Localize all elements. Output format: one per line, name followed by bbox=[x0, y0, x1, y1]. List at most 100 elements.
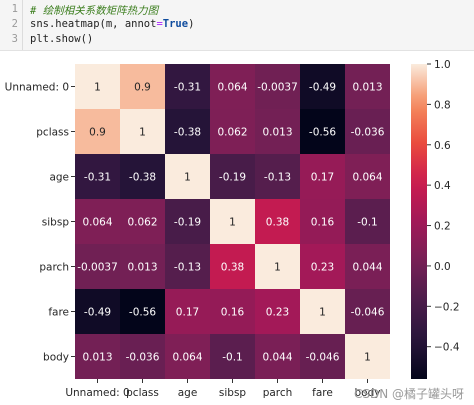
cell-annotation: -0.49 bbox=[309, 82, 336, 94]
heatmap-cell bbox=[255, 289, 300, 334]
colorbar-tick-label: 0.8 bbox=[434, 99, 451, 111]
heatmap-cell bbox=[210, 289, 255, 334]
heatmap-cell bbox=[210, 154, 255, 199]
cell-annotation: 0.23 bbox=[311, 262, 334, 274]
heatmap-cell bbox=[120, 244, 165, 289]
cell-annotation: 0.38 bbox=[221, 262, 244, 274]
cell-annotation: 0.9 bbox=[89, 127, 106, 139]
y-tick-label: sibsp bbox=[42, 217, 70, 229]
line-number: 2 bbox=[11, 18, 18, 30]
heatmap-cell bbox=[210, 244, 255, 289]
cell-annotation: 0.17 bbox=[311, 172, 334, 184]
cell-annotation: 0.064 bbox=[217, 82, 247, 94]
y-tick-label: parch bbox=[39, 262, 69, 274]
cell-annotation: -0.0037 bbox=[257, 82, 298, 94]
cell-annotation: -0.1 bbox=[222, 352, 243, 364]
heatmap-cell bbox=[120, 154, 165, 199]
cell-annotation: -0.1 bbox=[357, 217, 378, 229]
x-tick-label: body bbox=[355, 387, 381, 399]
heatmap-cell bbox=[120, 334, 165, 379]
heatmap-cell bbox=[165, 244, 210, 289]
watermark-text: CSDN @橘子罐头呀 bbox=[353, 387, 464, 401]
cell-annotation: 0.013 bbox=[82, 352, 112, 364]
cell-annotation: 1 bbox=[229, 217, 236, 229]
heatmap-cell bbox=[75, 64, 120, 109]
cell-annotation: -0.036 bbox=[126, 352, 160, 364]
colorbar-tick-label: 1.0 bbox=[434, 59, 451, 71]
code-keyword: True bbox=[162, 18, 189, 30]
heatmap-cell bbox=[210, 334, 255, 379]
heatmap-cell bbox=[300, 334, 345, 379]
cell-annotation: -0.13 bbox=[174, 262, 201, 274]
line-number-gutter: 1 2 3 bbox=[0, 0, 23, 50]
cell-annotation: -0.036 bbox=[351, 127, 385, 139]
heatmap-cell bbox=[300, 289, 345, 334]
cell-annotation: -0.046 bbox=[351, 307, 385, 319]
heatmap-cell bbox=[120, 199, 165, 244]
cell-annotation: -0.0037 bbox=[77, 262, 118, 274]
x-tick-label: pclass bbox=[126, 387, 159, 399]
x-tick-label: fare bbox=[312, 387, 333, 399]
heatmap-cell bbox=[345, 199, 390, 244]
heatmap-cell bbox=[255, 334, 300, 379]
heatmap-cell bbox=[255, 109, 300, 154]
cell-annotation: -0.38 bbox=[174, 127, 201, 139]
cell-annotation: -0.56 bbox=[309, 127, 336, 139]
cell-annotation: 0.062 bbox=[127, 217, 157, 229]
heatmap-cell bbox=[120, 289, 165, 334]
cell-annotation: -0.49 bbox=[84, 307, 111, 319]
cell-annotation: 1 bbox=[139, 127, 146, 139]
colorbar bbox=[411, 64, 427, 379]
x-tick-label: age bbox=[178, 387, 198, 399]
cell-annotation: 1 bbox=[319, 307, 326, 319]
cell-annotation: 0.044 bbox=[352, 262, 382, 274]
cell-annotation: -0.046 bbox=[306, 352, 340, 364]
cell-annotation: 0.23 bbox=[266, 307, 289, 319]
cell-annotation: 0.16 bbox=[311, 217, 335, 229]
line-number: 3 bbox=[11, 33, 18, 45]
cell-annotation: 1 bbox=[184, 172, 191, 184]
cell-annotation: 0.064 bbox=[82, 217, 112, 229]
cell-annotation: 0.013 bbox=[352, 82, 382, 94]
heatmap-cell bbox=[255, 64, 300, 109]
code-line-show[interactable]: plt.show() bbox=[30, 33, 94, 45]
colorbar-tick-label: 0.0 bbox=[434, 261, 451, 273]
heatmap-cell bbox=[345, 154, 390, 199]
cell-annotation: 0.16 bbox=[221, 307, 245, 319]
y-tick-label: age bbox=[49, 172, 69, 184]
cell-annotation: 0.013 bbox=[262, 127, 292, 139]
cell-annotation: -0.19 bbox=[174, 217, 201, 229]
cell-annotation: 0.064 bbox=[172, 352, 202, 364]
heatmap-cell bbox=[165, 64, 210, 109]
x-tick-label: sibsp bbox=[219, 387, 247, 399]
cell-annotation: 0.9 bbox=[134, 82, 151, 94]
cell-annotation: 0.044 bbox=[262, 352, 292, 364]
line-number: 1 bbox=[11, 3, 18, 15]
cell-annotation: -0.31 bbox=[84, 172, 111, 184]
heatmap-cell bbox=[75, 334, 120, 379]
y-tick-label: pclass bbox=[36, 127, 69, 139]
heatmap-cell bbox=[300, 199, 345, 244]
heatmap-cell bbox=[75, 154, 120, 199]
code-token: sns.heatmap(m, annot bbox=[30, 18, 157, 30]
code-operator: = bbox=[156, 18, 163, 30]
colorbar-tick-label: 0.4 bbox=[434, 180, 451, 192]
heatmap-cell bbox=[75, 289, 120, 334]
cell-annotation: 0.17 bbox=[176, 307, 199, 319]
heatmap-cell bbox=[345, 334, 390, 379]
code-cell[interactable]: 1 2 3 # 绘制相关系数矩阵热力图 sns.heatmap(m, annot… bbox=[0, 0, 474, 51]
heatmap-cell bbox=[120, 64, 165, 109]
heatmap-cell bbox=[345, 244, 390, 289]
heatmap-cell bbox=[345, 289, 390, 334]
heatmap-cell bbox=[210, 109, 255, 154]
colorbar-ticks: 1.0 0.8 0.6 0.4 0.2 0.0 −0.2 −0.4 bbox=[427, 59, 460, 354]
code-comment-line[interactable]: # 绘制相关系数矩阵热力图 bbox=[30, 5, 159, 17]
cell-annotation: -0.31 bbox=[174, 82, 201, 94]
correlation-heatmap: 1 0.9 -0.31 0.064 -0.0037 -0.49 0.013 0.9 1 -0.38… bbox=[5, 59, 460, 399]
heatmap-cells bbox=[75, 64, 390, 379]
cell-annotation: 1 bbox=[274, 262, 281, 274]
heatmap-cell bbox=[300, 64, 345, 109]
heatmap-cell bbox=[300, 244, 345, 289]
code-line-heatmap-call[interactable]: sns.heatmap(m, annot=True) bbox=[30, 18, 194, 30]
